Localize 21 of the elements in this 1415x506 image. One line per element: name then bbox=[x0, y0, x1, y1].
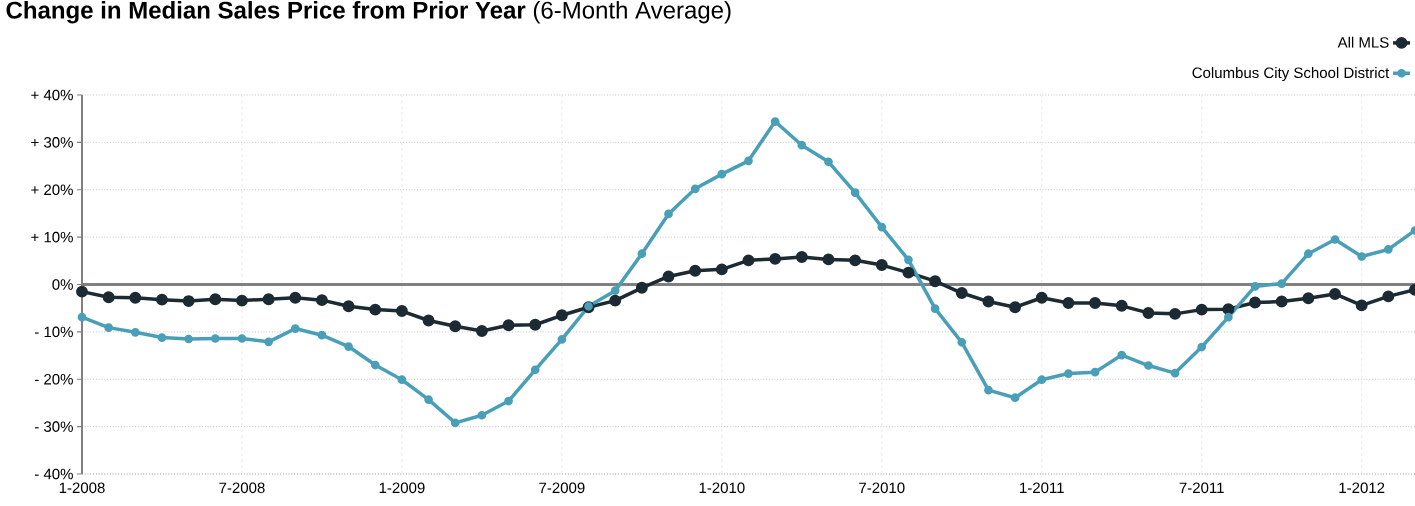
x-tick-label: 7-2011 bbox=[1179, 482, 1224, 494]
y-tick-label: - 20% bbox=[34, 373, 73, 385]
y-tick-label: 0% bbox=[52, 279, 73, 290]
y-tick-label: + 20% bbox=[31, 184, 73, 196]
x-tick-label: 1-2012 bbox=[1339, 482, 1385, 494]
chart-title: Change in Median Sales Price from Prior Year (6-Month Average) bbox=[6, 1, 731, 24]
x-tick-label: 1-2009 bbox=[379, 482, 425, 494]
x-tick-label: 7-2008 bbox=[219, 482, 265, 494]
legend-label: Columbus City School District bbox=[1192, 67, 1390, 82]
x-tick-label: 1-2010 bbox=[699, 482, 745, 494]
y-tick-label: - 30% bbox=[34, 421, 73, 432]
x-tick-label: 1-2008 bbox=[59, 482, 105, 494]
y-tick-label: + 40% bbox=[31, 89, 73, 101]
y-tick-label: - 10% bbox=[34, 326, 73, 338]
x-tick-label: 7-2010 bbox=[859, 482, 905, 494]
legend-label: All MLS bbox=[1337, 36, 1389, 48]
x-tick-label: 1-2011 bbox=[1020, 482, 1064, 494]
y-tick-label: - 40% bbox=[34, 468, 73, 480]
y-tick-label: + 30% bbox=[31, 137, 73, 148]
y-tick-label: + 10% bbox=[31, 231, 73, 243]
x-tick-label: 7-2009 bbox=[539, 482, 585, 494]
